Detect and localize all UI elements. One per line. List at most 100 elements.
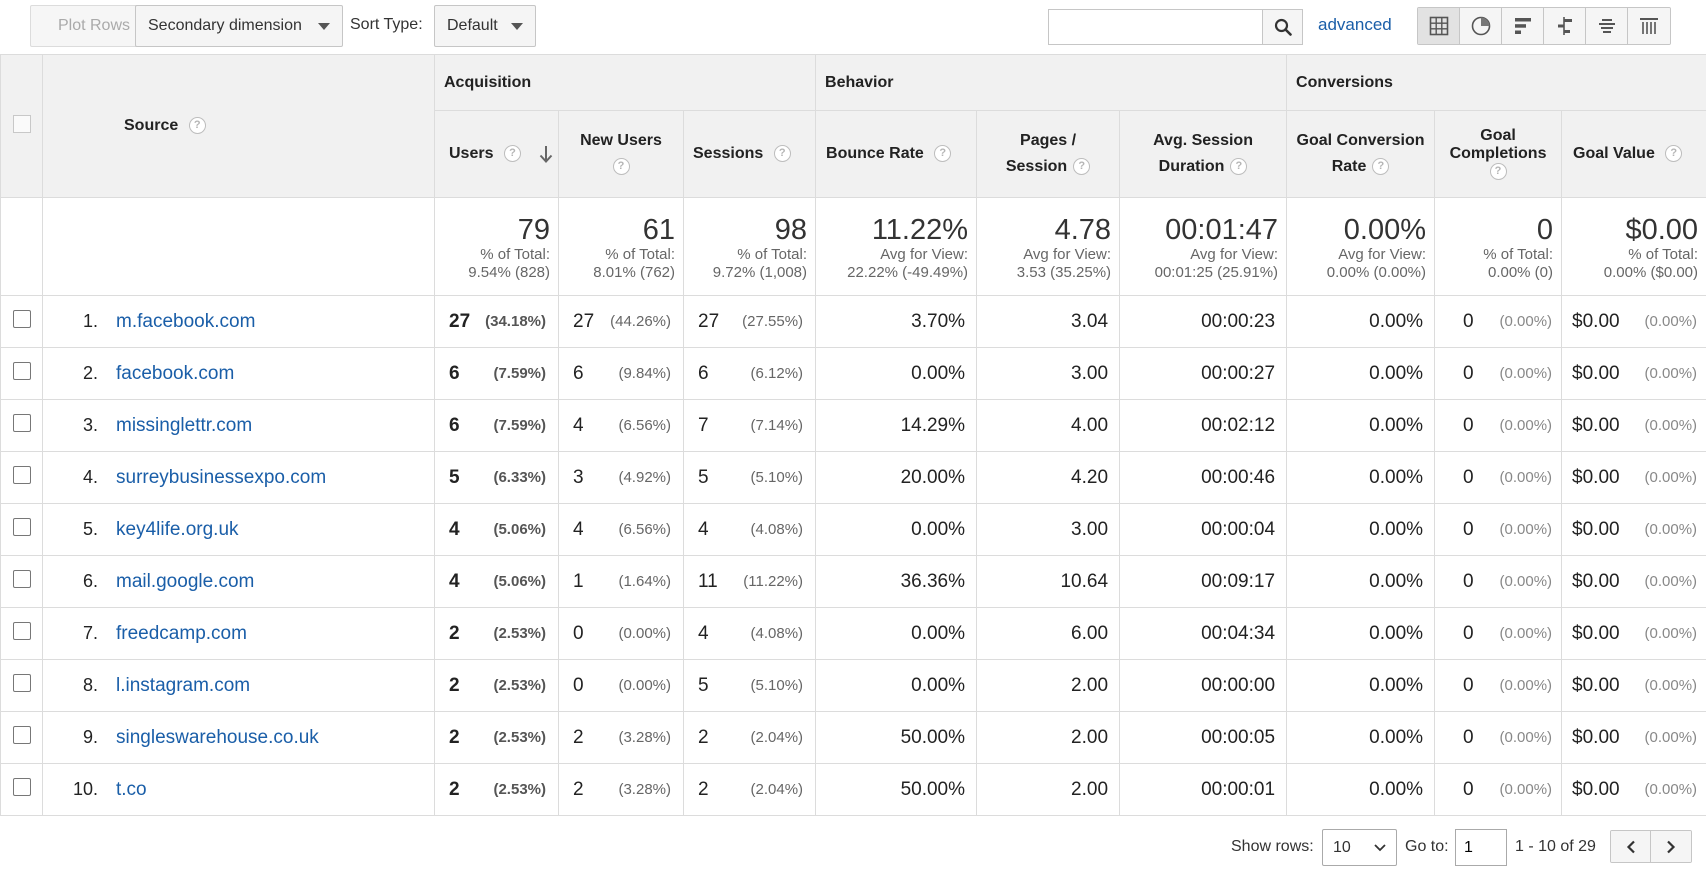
acquisition-group-header: Acquisition xyxy=(433,54,817,111)
source-link[interactable]: freedcamp.com xyxy=(116,622,247,644)
goal-completions-cell: 0 (0.00%) xyxy=(1434,763,1563,816)
source-link[interactable]: l.instagram.com xyxy=(116,674,251,696)
avg-session-duration-value: 00:00:04 xyxy=(1201,518,1276,540)
help-icon[interactable]: ? xyxy=(503,145,521,163)
source-link[interactable]: singleswarehouse.co.uk xyxy=(116,726,319,748)
new-users-column-header[interactable]: New Users ? xyxy=(558,110,684,198)
goal-conversion-rate-value: 0.00% xyxy=(1369,466,1424,488)
comparison-view-button[interactable] xyxy=(1544,8,1586,44)
goal-completions-percent: (0.00%) xyxy=(1499,573,1553,590)
help-icon[interactable]: ? xyxy=(1073,158,1091,176)
source-cell: 9. singleswarehouse.co.uk xyxy=(42,711,435,764)
users-percent: (7.59%) xyxy=(493,365,546,382)
next-page-button[interactable] xyxy=(1651,831,1691,862)
row-checkbox[interactable] xyxy=(12,569,31,588)
new-users-value: 1 xyxy=(573,570,584,592)
avg-session-duration-value: 00:00:46 xyxy=(1201,466,1276,488)
help-icon[interactable]: ? xyxy=(1230,158,1248,176)
source-link[interactable]: t.co xyxy=(116,778,147,800)
bounce-rate-cell: 50.00% xyxy=(815,711,978,764)
row-checkbox[interactable] xyxy=(12,465,31,484)
bounce-rate-value: 50.00% xyxy=(900,778,966,800)
users-value: 2 xyxy=(449,778,460,800)
row-checkbox[interactable] xyxy=(12,309,31,328)
previous-page-button[interactable] xyxy=(1611,831,1651,862)
row-select-cell xyxy=(0,659,43,712)
bounce-rate-cell: 20.00% xyxy=(815,451,978,504)
avg-session-duration-column-header[interactable]: Avg. Session Duration? xyxy=(1119,110,1288,198)
avg-session-duration-value: 00:04:34 xyxy=(1201,622,1276,644)
pages-per-session-value: 4.00 xyxy=(1071,414,1109,436)
bounce-rate-value: 50.00% xyxy=(900,726,966,748)
sessions-cell: 4 (4.08%) xyxy=(682,607,817,660)
percentage-view-button[interactable] xyxy=(1460,8,1502,44)
users-value: 4 xyxy=(449,570,460,592)
term-cloud-view-button[interactable] xyxy=(1586,8,1628,44)
row-rank: 3. xyxy=(82,414,98,435)
row-checkbox[interactable] xyxy=(12,673,31,692)
goal-value-value: $0.00 xyxy=(1572,518,1620,540)
row-checkbox[interactable] xyxy=(12,621,31,640)
pivot-view-button[interactable] xyxy=(1628,8,1670,44)
table-row: 6. mail.google.com 4 (5.06%) 1 (1.64%) 11 (11.2… xyxy=(0,555,1706,608)
help-icon[interactable]: ? xyxy=(773,145,791,163)
select-all-checkbox[interactable] xyxy=(12,114,31,133)
totals-new-users: 61 % of Total: 8.01% (762) xyxy=(558,197,684,296)
new-users-value: 2 xyxy=(573,778,584,800)
goal-value-value: $0.00 xyxy=(1572,570,1620,592)
row-checkbox[interactable] xyxy=(12,361,31,380)
goto-page-input[interactable] xyxy=(1455,829,1507,866)
row-checkbox[interactable] xyxy=(12,517,31,536)
sessions-percent: (5.10%) xyxy=(750,677,804,694)
table-search-input[interactable] xyxy=(1048,9,1263,45)
new-users-value: 4 xyxy=(573,518,584,540)
select-all-cell xyxy=(0,54,43,198)
goal-value-column-header[interactable]: Goal Value ? xyxy=(1561,110,1706,198)
new-users-value: 3 xyxy=(573,466,584,488)
search-button[interactable] xyxy=(1263,9,1303,45)
source-link[interactable]: key4life.org.uk xyxy=(116,518,239,540)
sort-type-dropdown[interactable]: Default xyxy=(434,5,536,47)
sessions-value: 2 xyxy=(698,726,709,748)
help-icon[interactable]: ? xyxy=(934,145,952,163)
source-link[interactable]: m.facebook.com xyxy=(116,310,256,332)
source-cell: 2. facebook.com xyxy=(42,347,435,400)
sessions-value: 11 xyxy=(698,570,718,592)
row-checkbox[interactable] xyxy=(12,777,31,796)
source-link[interactable]: facebook.com xyxy=(116,362,235,384)
performance-view-button[interactable] xyxy=(1502,8,1544,44)
new-users-value: 4 xyxy=(573,414,584,436)
help-icon[interactable]: ? xyxy=(612,158,630,176)
sessions-column-header[interactable]: Sessions ? xyxy=(682,110,817,198)
source-link[interactable]: missinglettr.com xyxy=(116,414,253,436)
pages-per-session-value: 4.20 xyxy=(1071,466,1109,488)
goal-completions-value: 0 xyxy=(1463,518,1474,540)
help-icon[interactable]: ? xyxy=(1489,163,1507,181)
goal-completions-cell: 0 (0.00%) xyxy=(1434,451,1563,504)
row-checkbox[interactable] xyxy=(12,725,31,744)
goal-value-cell: $0.00 (0.00%) xyxy=(1561,295,1706,348)
pages-per-session-value: 3.04 xyxy=(1071,310,1109,332)
totals-sub-value: 22.22% (-49.49%) xyxy=(847,264,969,281)
goal-conversion-rate-column-header[interactable]: Goal Conversion Rate? xyxy=(1286,110,1436,198)
source-link[interactable]: mail.google.com xyxy=(116,570,255,592)
help-icon[interactable]: ? xyxy=(1665,145,1683,163)
users-cell: 4 (5.06%) xyxy=(434,555,559,608)
secondary-dimension-dropdown[interactable]: Secondary dimension xyxy=(135,5,343,47)
pages-per-session-column-header[interactable]: Pages / Session? xyxy=(976,110,1121,198)
bounce-rate-column-header[interactable]: Bounce Rate ? xyxy=(815,110,978,198)
table-view-button[interactable] xyxy=(1418,8,1460,44)
totals-value: 4.78 xyxy=(1054,214,1112,246)
show-rows-select[interactable]: 10 xyxy=(1322,829,1397,866)
source-column-header[interactable]: Source ? xyxy=(42,54,435,198)
goal-completions-column-header[interactable]: Goal Completions ? xyxy=(1434,110,1563,198)
advanced-filter-link[interactable]: advanced xyxy=(1318,15,1392,34)
help-icon[interactable]: ? xyxy=(1372,158,1390,176)
pages-per-session-value: 2.00 xyxy=(1071,726,1109,748)
help-icon[interactable]: ? xyxy=(188,117,206,135)
users-column-header[interactable]: Users ? xyxy=(434,110,559,198)
row-checkbox[interactable] xyxy=(12,413,31,432)
totals-sub-value: 0.00% (0) xyxy=(1487,264,1554,281)
totals-sub-label: % of Total: xyxy=(1483,246,1554,263)
source-link[interactable]: surreybusinessexpo.com xyxy=(116,466,327,488)
